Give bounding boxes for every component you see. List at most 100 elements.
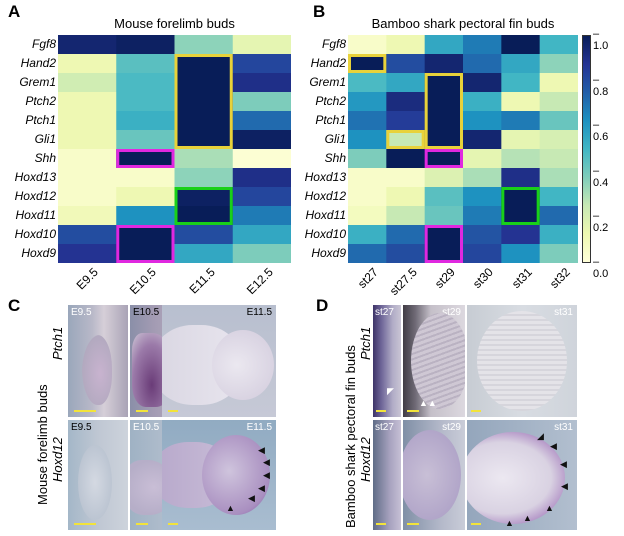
heatmap-cell [58, 54, 117, 74]
col-label: st32 [546, 265, 573, 291]
scale-bar [471, 410, 481, 412]
scale-bar [376, 410, 386, 412]
photo-label: st31 [554, 422, 573, 433]
row-label: Gli1 [34, 132, 56, 146]
panel-b-title: Bamboo shark pectoral fin buds [371, 16, 555, 31]
heatmap-cell [174, 73, 234, 93]
heatmap-shark-cells [348, 35, 579, 264]
heatmap-cell [501, 54, 541, 74]
heatmap-cell [539, 92, 579, 112]
photo-d-ptch1-st27: st27 ◤ [373, 305, 401, 417]
panel-d-bottom-gene: Hoxd12 [358, 437, 373, 482]
photo-label: E11.5 [246, 307, 272, 318]
arrowhead-icon: ◀ [561, 481, 568, 491]
col-label: E9.5 [73, 265, 102, 293]
heatmap-cell [424, 92, 464, 112]
photo-label: st29 [442, 307, 461, 318]
heatmap-cell [116, 130, 175, 150]
heatmap-cell [58, 35, 117, 55]
arrowhead-icon: ▲▲ [419, 398, 437, 408]
row-label: Grem1 [19, 75, 56, 89]
heatmap-cell [348, 54, 387, 74]
panel-d-top-gene: Ptch1 [358, 326, 373, 360]
heatmap-cell [58, 111, 117, 131]
limb-bud-image [78, 445, 112, 520]
limb-bud-image [202, 435, 270, 515]
heatmap-cell [539, 168, 579, 188]
heatmap-cell [232, 35, 292, 55]
heatmap-cell [58, 225, 117, 245]
heatmap-cell [116, 206, 175, 226]
row-label: Fgf8 [321, 37, 346, 51]
heatmap-cell [539, 35, 579, 55]
photo-label: E10.5 [133, 422, 160, 433]
heatmap-cell [386, 73, 426, 93]
fin-bud-image [477, 311, 567, 411]
heatmap-cell [386, 111, 426, 131]
heatmap-cell [424, 111, 464, 131]
heatmap-cell [232, 111, 292, 131]
heatmap-cell [174, 206, 234, 226]
fin-bud-image [403, 430, 461, 520]
arrowhead-icon: ◤ [387, 386, 394, 396]
heatmap-cell [116, 92, 175, 112]
heatmap-mouse [58, 35, 292, 264]
heatmap-cell [348, 206, 387, 226]
heatmap-cell [463, 168, 502, 188]
arrowhead-icon: ◀ [248, 493, 255, 503]
highlight-box [174, 54, 233, 149]
scale-bar [407, 523, 419, 525]
scale-bar [136, 410, 148, 412]
row-label: Hoxd12 [14, 189, 56, 203]
heatmap-cell [174, 54, 234, 74]
col-label: st29 [431, 265, 458, 291]
heatmap-cell [463, 225, 502, 245]
heatmap-cell [501, 244, 541, 264]
heatmap-cell [386, 130, 426, 150]
heatmap-cell [501, 35, 541, 55]
heatmap-cell [232, 130, 292, 150]
scale-bar [407, 410, 419, 412]
heatmap-cell [116, 187, 175, 207]
heatmap-cell [58, 244, 117, 264]
heatmap-cell [174, 35, 234, 55]
panel-a-letter: A [8, 2, 21, 21]
heatmap-cell [539, 244, 579, 264]
heatmap-cell [116, 244, 175, 264]
col-label: st31 [508, 265, 535, 291]
heatmap-cell [501, 149, 541, 169]
col-label: st27.5 [386, 265, 420, 299]
heatmap-cell [58, 130, 117, 150]
heatmap-cell [232, 187, 292, 207]
row-label: Shh [324, 151, 346, 165]
photo-label: st27 [375, 307, 394, 318]
row-label: Hoxd10 [14, 227, 56, 241]
heatmap-cell [424, 225, 464, 245]
heatmap-cell [116, 35, 175, 55]
row-label: Hoxd12 [304, 189, 346, 203]
scale-bar [74, 410, 96, 412]
heatmap-cell [386, 54, 426, 74]
heatmap-cell [58, 149, 117, 169]
heatmap-cell [116, 54, 175, 74]
arrowhead-icon: ▲ [545, 503, 554, 513]
panel-d-letter: D [316, 296, 329, 315]
heatmap-cell [463, 187, 502, 207]
photo-label: st31 [554, 307, 573, 318]
heatmap-cell [501, 225, 541, 245]
heatmap-cell [116, 73, 175, 93]
heatmap-cell [501, 73, 541, 93]
heatmap-cell [539, 73, 579, 93]
heatmap-cell [58, 92, 117, 112]
photo-label: E10.5 [133, 307, 160, 318]
heatmap-cell [463, 54, 502, 74]
photo-label: E11.5 [246, 422, 272, 433]
row-label: Hoxd10 [304, 227, 346, 241]
heatmap-cell [424, 54, 464, 74]
heatmap-cell [174, 187, 234, 207]
heatmap-cell [539, 187, 579, 207]
panel-c-top-gene: Ptch1 [50, 326, 65, 360]
heatmap-cell [386, 206, 426, 226]
colorbar-tick-label: – 0.2 [593, 210, 609, 235]
heatmap-cell [348, 187, 387, 207]
